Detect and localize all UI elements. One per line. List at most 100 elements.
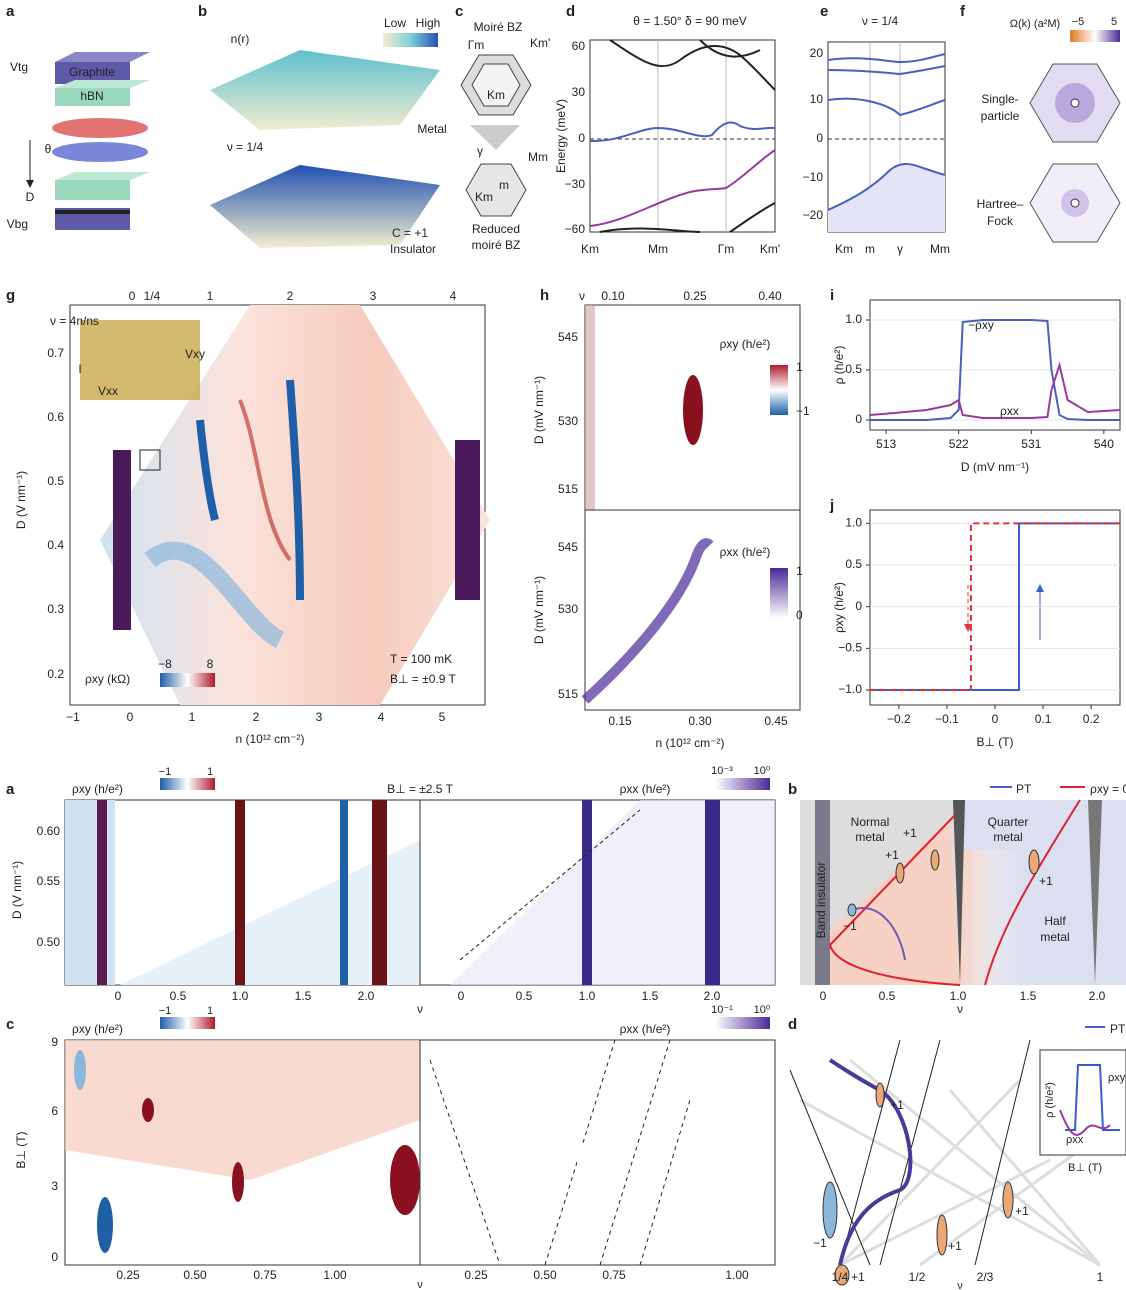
label: 1 bbox=[207, 766, 213, 778]
brillouin-zones bbox=[460, 54, 532, 217]
label: 2/3 bbox=[977, 1270, 994, 1284]
label: ρxy = 0 bbox=[1090, 782, 1126, 796]
label: 545 bbox=[558, 330, 578, 344]
label: 4 bbox=[450, 289, 457, 303]
label: particle bbox=[981, 109, 1020, 123]
label: 0.4 bbox=[47, 538, 64, 552]
label: 2 bbox=[287, 289, 294, 303]
label: 1.5 bbox=[1020, 989, 1037, 1003]
label: 0.5 bbox=[170, 989, 187, 1003]
label: Half bbox=[1044, 914, 1066, 928]
label: 3 bbox=[316, 710, 323, 724]
label: 20 bbox=[810, 46, 824, 60]
label: Γm bbox=[718, 242, 735, 256]
label: Single- bbox=[981, 92, 1018, 106]
label: Reduced bbox=[472, 222, 520, 236]
label: 0.2 bbox=[47, 667, 64, 681]
label: −0.1 bbox=[935, 712, 959, 726]
label: 1 bbox=[207, 1005, 213, 1017]
label: Km' bbox=[530, 36, 550, 50]
label: 0.3 bbox=[47, 602, 64, 616]
label: 0.6 bbox=[47, 410, 64, 424]
panel-label: d bbox=[566, 3, 575, 20]
label: B⊥ (T) bbox=[976, 735, 1013, 749]
label: ρxx bbox=[1066, 1134, 1084, 1146]
label: 2 bbox=[253, 710, 260, 724]
label: 0.60 bbox=[37, 824, 61, 838]
label: 2.0 bbox=[1089, 989, 1106, 1003]
label: Mm bbox=[930, 242, 950, 256]
fan-diagram bbox=[789, 1026, 1126, 1286]
label: 1.5 bbox=[295, 989, 312, 1003]
label: 522 bbox=[949, 437, 969, 451]
label: −1 bbox=[843, 919, 857, 933]
label: 0.50 bbox=[37, 935, 61, 949]
label: +1 bbox=[851, 1270, 865, 1284]
label: −1 bbox=[813, 1236, 827, 1250]
bottom-a-maps bbox=[64, 778, 776, 986]
label: 0.5 bbox=[845, 362, 862, 376]
label: −20 bbox=[803, 208, 824, 222]
label: metal bbox=[855, 830, 884, 844]
label: −30 bbox=[565, 177, 586, 191]
label: 1.00 bbox=[323, 1268, 347, 1282]
label: PT bbox=[1110, 1022, 1126, 1036]
phase-diagram bbox=[800, 786, 1126, 986]
label: 5 bbox=[1111, 16, 1117, 28]
label: 0.5 bbox=[516, 989, 533, 1003]
label: Graphite bbox=[69, 65, 115, 79]
label: Km bbox=[475, 190, 493, 204]
label: Moiré BZ bbox=[474, 20, 523, 34]
label: ν bbox=[957, 1002, 963, 1016]
panel-label: c bbox=[455, 3, 463, 20]
label: ν = 1/4 bbox=[862, 14, 899, 28]
label: 0.40 bbox=[758, 289, 782, 303]
label: 6 bbox=[51, 1104, 58, 1118]
label: C = +1 bbox=[392, 226, 428, 240]
panel-label: h bbox=[540, 287, 549, 304]
label: hBN bbox=[80, 89, 103, 103]
label: 10⁻¹ bbox=[711, 1004, 733, 1016]
label: ρxx (h/e²) bbox=[620, 1022, 671, 1036]
label: +1 bbox=[1015, 1204, 1029, 1218]
label: 1.0 bbox=[579, 989, 596, 1003]
device-stack bbox=[26, 52, 150, 230]
label: 0.75 bbox=[253, 1268, 277, 1282]
label: D bbox=[26, 190, 35, 204]
label: ν bbox=[957, 1280, 963, 1290]
series-line bbox=[870, 522, 1120, 691]
label: T = 100 mK bbox=[390, 652, 452, 666]
label: γ bbox=[477, 144, 483, 158]
label: 0.15 bbox=[608, 714, 632, 728]
label: 5 bbox=[439, 710, 446, 724]
label: θ bbox=[45, 142, 52, 156]
label: +1 bbox=[885, 848, 899, 862]
label: ν bbox=[579, 289, 585, 303]
label: 0 bbox=[796, 608, 803, 622]
label: 0.25 bbox=[116, 1268, 140, 1282]
label: 0 bbox=[127, 710, 134, 724]
label: 30 bbox=[572, 85, 586, 99]
label: −0.5 bbox=[838, 641, 862, 655]
label: D (mV nm⁻¹) bbox=[961, 460, 1029, 474]
series-line bbox=[870, 319, 1120, 421]
h-maps bbox=[581, 304, 801, 711]
label: 0.45 bbox=[764, 714, 788, 728]
label: 1 bbox=[796, 564, 803, 578]
panel-label: d bbox=[788, 1016, 797, 1033]
label: 0 bbox=[992, 712, 999, 726]
label: High bbox=[416, 16, 441, 30]
label: B⊥ = ±2.5 T bbox=[387, 782, 454, 796]
label: moiré BZ bbox=[472, 238, 521, 252]
label: 8 bbox=[207, 657, 214, 671]
label: 1 bbox=[189, 710, 196, 724]
panel-label: b bbox=[788, 781, 797, 798]
label: +1 bbox=[903, 826, 917, 840]
plot-frame bbox=[869, 299, 1121, 431]
density-surfaces bbox=[210, 33, 440, 248]
label: ν bbox=[417, 1002, 423, 1016]
label: Γm bbox=[468, 38, 485, 52]
label: Vtg bbox=[10, 60, 28, 74]
bottom-c-maps bbox=[64, 1017, 776, 1266]
